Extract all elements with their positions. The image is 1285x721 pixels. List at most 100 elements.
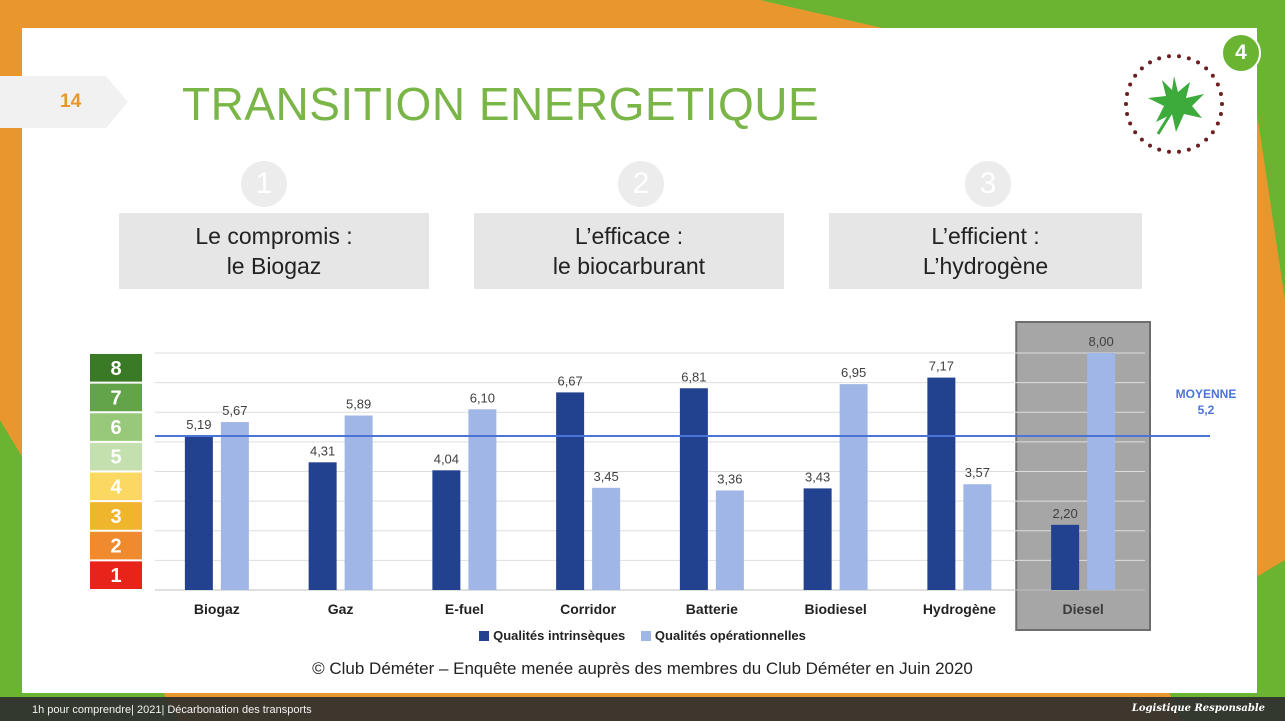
category-label: Hydrogène xyxy=(923,601,996,617)
category-label: E-fuel xyxy=(445,601,484,617)
step-line2: le Biogaz xyxy=(226,253,322,279)
scale-level-label: 7 xyxy=(110,387,121,409)
step-line1: L’efficient : xyxy=(931,223,1040,249)
data-label: 3,45 xyxy=(593,469,618,484)
legend-label: Qualités opérationnelles xyxy=(654,628,806,643)
scale-level-6 xyxy=(90,413,142,441)
step-box-biocarburant: L’efficace : le biocarburant xyxy=(474,213,784,289)
logo-dot xyxy=(1220,102,1224,106)
step-box-biogaz: Le compromis : le Biogaz xyxy=(119,213,429,289)
data-label: 4,31 xyxy=(310,443,335,458)
logo-dot xyxy=(1157,147,1162,152)
logo-dot xyxy=(1148,143,1152,148)
logo-dot xyxy=(1186,56,1191,61)
scale-level-7 xyxy=(90,383,142,412)
scale-level-2 xyxy=(90,531,142,560)
category-label: Diesel xyxy=(1063,601,1104,617)
bar-corridor-2 xyxy=(592,487,621,590)
logo-dot xyxy=(1215,121,1220,126)
logo-dot xyxy=(1215,82,1220,87)
data-label: 3,43 xyxy=(805,469,830,484)
logo-dot xyxy=(1196,60,1200,65)
logo-dot xyxy=(1125,111,1130,116)
scale-level-1 xyxy=(90,561,142,589)
source-note: © Club Déméter – Enquête menée auprès de… xyxy=(312,659,973,678)
logo-dot xyxy=(1139,137,1144,142)
scale-level-4 xyxy=(90,472,142,501)
scale-level-5 xyxy=(90,442,142,471)
data-label: 6,10 xyxy=(470,390,495,405)
category-label: Gaz xyxy=(328,601,354,617)
logo-dot xyxy=(1218,92,1223,97)
legend-swatch xyxy=(479,631,490,641)
logo-dot xyxy=(1124,102,1128,106)
footer-brand: Logistique Responsable xyxy=(1131,703,1265,714)
data-label: 2,20 xyxy=(1052,506,1077,521)
bar-gaz-2 xyxy=(344,415,373,590)
bar-diesel-1 xyxy=(1051,524,1080,590)
scale-level-label: 3 xyxy=(110,506,121,528)
slide-title: TRANSITION ENERGETIQUE xyxy=(182,78,820,130)
category-label: Corridor xyxy=(560,601,617,617)
logo-dot xyxy=(1204,137,1209,142)
data-label: 5,89 xyxy=(346,397,371,412)
logo-dot xyxy=(1128,82,1133,87)
scale-level-label: 2 xyxy=(110,536,121,558)
category-label: Biodiesel xyxy=(805,601,867,617)
logo-dot xyxy=(1166,149,1171,154)
bar-biogaz-2 xyxy=(220,422,249,590)
logo-dot xyxy=(1196,143,1200,148)
logo-dot xyxy=(1210,130,1215,135)
bar-biogaz-1 xyxy=(184,436,213,590)
data-label: 5,19 xyxy=(186,417,211,432)
data-label: 8,00 xyxy=(1088,334,1113,349)
bar-biodiesel-1 xyxy=(803,488,832,590)
section-badge: 4 xyxy=(1221,33,1261,73)
scale-level-label: 6 xyxy=(110,417,121,439)
bar-corridor-1 xyxy=(556,392,585,590)
step-line1: L’efficace : xyxy=(574,223,684,249)
page-tab xyxy=(0,76,128,128)
bar-diesel-2 xyxy=(1087,353,1116,590)
bar-hydrogène-2 xyxy=(963,484,992,590)
step-box-hydrogene: L’efficient : L’hydrogène xyxy=(829,213,1142,289)
logo-dot xyxy=(1177,54,1182,59)
scale-level-label: 4 xyxy=(110,476,122,498)
scale-level-label: 8 xyxy=(110,358,121,380)
category-label: Biogaz xyxy=(194,601,240,617)
data-label: 6,81 xyxy=(681,369,706,384)
step-number-3: 3 xyxy=(965,161,1011,207)
bar-gaz-1 xyxy=(308,462,337,590)
category-label: Batterie xyxy=(686,601,738,617)
logo-dot xyxy=(1139,66,1144,71)
logo-dot xyxy=(1157,56,1162,61)
legend-item-operationnelles: Qualités opérationnelles xyxy=(640,628,806,643)
step-number-2: 2 xyxy=(618,161,664,207)
logo-dot xyxy=(1125,92,1130,97)
average-label: MOYENNE xyxy=(1176,387,1237,401)
footer-text: 1h pour comprendre| 2021| Décarbonation … xyxy=(32,704,312,716)
bar-hydrogène-1 xyxy=(927,377,956,590)
step-line2: le biocarburant xyxy=(552,253,706,279)
data-label: 6,95 xyxy=(841,365,866,380)
step-line1: Le compromis : xyxy=(195,223,353,249)
highlight-panel xyxy=(1015,321,1151,631)
average-value: 5,2 xyxy=(1198,403,1215,417)
legend-swatch xyxy=(640,631,651,641)
logo-dot xyxy=(1177,149,1182,154)
scale-level-3 xyxy=(90,502,142,530)
logo-dot xyxy=(1210,73,1215,78)
legend-item-intrinseques: Qualités intrinsèques xyxy=(479,628,625,643)
bar-e-fuel-2 xyxy=(468,409,497,590)
logo-dot xyxy=(1166,54,1171,59)
scale-level-label: 5 xyxy=(110,447,121,469)
logo-dot xyxy=(1133,130,1138,135)
data-label: 4,04 xyxy=(434,451,459,466)
bar-batterie-1 xyxy=(679,388,708,590)
step-line2: L’hydrogène xyxy=(922,253,1049,279)
logo-dot xyxy=(1128,121,1133,126)
logo-dot xyxy=(1218,111,1223,116)
logo-dot xyxy=(1133,73,1138,78)
page-number: 14 xyxy=(60,91,82,112)
logo-dot xyxy=(1186,147,1191,152)
